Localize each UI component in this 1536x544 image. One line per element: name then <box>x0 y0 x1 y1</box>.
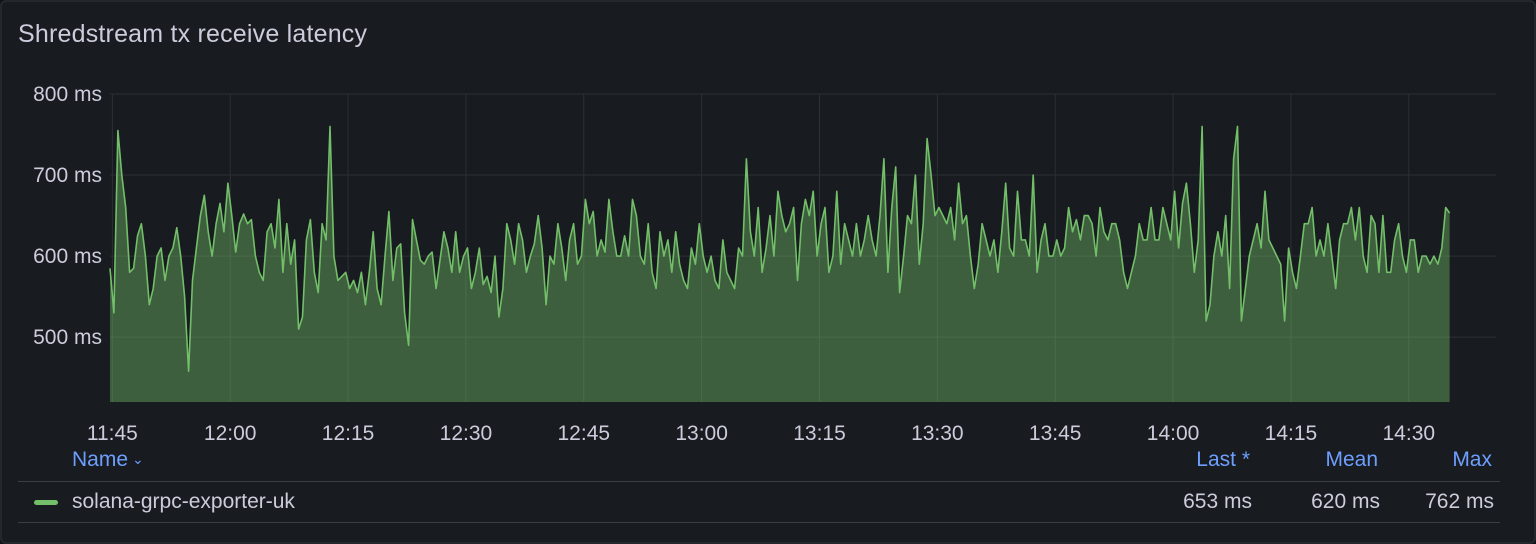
x-axis-ticks: 11:45 12:00 12:15 12:30 12:45 13:00 13:15 13:30… <box>87 422 1435 442</box>
x-tick-label: 12:30 <box>440 422 493 442</box>
plot-area <box>109 125 1451 403</box>
legend-bottom-divider <box>18 522 1500 523</box>
y-tick-label: 800 ms <box>33 83 102 106</box>
series-line <box>109 125 1451 372</box>
legend-divider <box>18 481 1500 482</box>
series-name: solana-grpc-exporter-uk <box>72 490 295 513</box>
x-tick-label: 13:15 <box>793 422 846 442</box>
y-tick-label: 700 ms <box>33 164 102 187</box>
x-tick-label: 13:45 <box>1029 422 1082 442</box>
legend-row[interactable]: solana-grpc-exporter-uk 653 ms 620 ms 76… <box>18 482 1500 522</box>
series-area <box>110 126 1450 403</box>
legend-col-name-label: Name <box>72 448 129 471</box>
y-tick-label: 600 ms <box>33 245 102 268</box>
legend-col-max[interactable]: Max <box>1452 448 1492 471</box>
x-tick-label: 14:15 <box>1265 422 1318 442</box>
panel-title[interactable]: Shredstream tx receive latency <box>18 20 368 48</box>
y-axis-ticks: 800 ms 700 ms 600 ms 500 ms <box>33 83 102 349</box>
legend-col-mean[interactable]: Mean <box>1325 448 1378 471</box>
series-color-swatch <box>34 500 58 505</box>
series-mean-value: 620 ms <box>1311 490 1380 513</box>
latency-chart[interactable]: 800 ms 700 ms 600 ms 500 ms 11:45 12:00 12:15… <box>2 2 1534 442</box>
legend-header: Name ⌄ Last * Mean Max <box>18 446 1498 480</box>
x-tick-label: 14:00 <box>1147 422 1200 442</box>
series-max-value: 762 ms <box>1425 490 1494 513</box>
legend-col-last[interactable]: Last * <box>1196 448 1250 471</box>
series-last-value: 653 ms <box>1183 490 1252 513</box>
y-tick-label: 500 ms <box>33 326 102 349</box>
chevron-down-icon: ⌄ <box>132 451 144 467</box>
x-tick-label: 13:30 <box>911 422 964 442</box>
x-tick-label: 11:45 <box>87 422 138 442</box>
x-tick-label: 13:00 <box>675 422 728 442</box>
x-tick-label: 12:45 <box>558 422 611 442</box>
x-tick-label: 12:15 <box>322 422 375 442</box>
x-tick-label: 14:30 <box>1383 422 1436 442</box>
legend-col-name[interactable]: Name ⌄ <box>72 448 144 472</box>
x-tick-label: 12:00 <box>204 422 257 442</box>
